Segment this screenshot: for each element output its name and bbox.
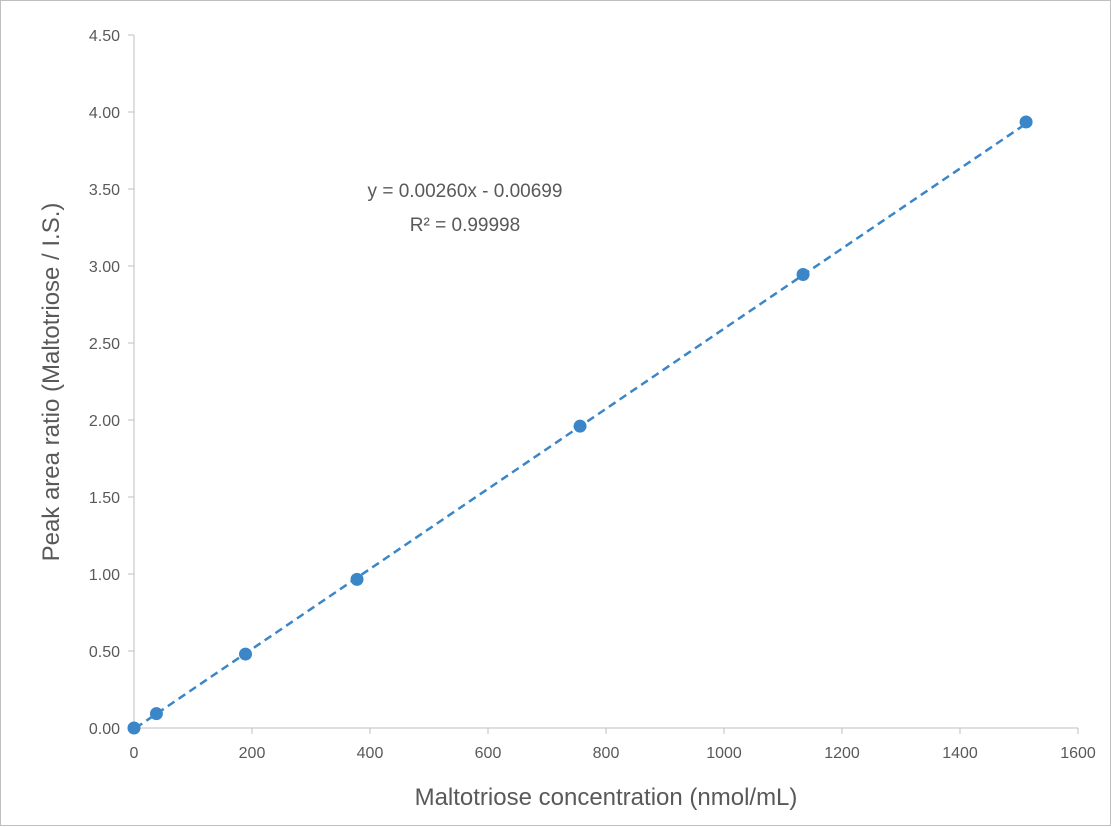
axes [128,34,1079,734]
y-axis-title: Peak area ratio (Maltotriose / I.S.) [38,203,65,562]
data-point [239,647,253,661]
x-tick-label: 200 [239,745,266,762]
y-tick-label: 1.50 [89,490,120,507]
y-tick-label: 0.00 [89,721,120,738]
x-tick-label: 800 [593,745,620,762]
data-point [1019,115,1033,129]
y-tick-label: 0.50 [89,644,120,661]
trendline-equation: y = 0.00260x - 0.00699 [368,181,563,202]
data-points [127,115,1033,735]
y-tick-label: 4.00 [89,105,120,122]
trendline-r-squared: R² = 0.99998 [410,215,520,236]
data-point [350,572,364,586]
x-tick-label: 0 [130,745,139,762]
data-point [573,419,587,433]
data-point [127,721,141,735]
x-tick-label: 1000 [706,745,742,762]
x-tick-label: 600 [475,745,502,762]
y-tick-label: 4.50 [89,28,120,45]
y-tick-label: 3.00 [89,259,120,276]
y-tick-label: 3.50 [89,182,120,199]
y-tick-label: 2.00 [89,413,120,430]
data-point [796,267,810,281]
tick-labels: 0.00 0.50 1.00 1.50 2.00 2.50 3.00 3.50 4.00 4.50… [89,28,1096,762]
x-axis-title: Maltotriose concentration (nmol/mL) [415,784,798,811]
x-tick-label: 400 [357,745,384,762]
data-point [149,707,163,721]
x-tick-label: 1600 [1060,745,1096,762]
x-tick-label: 1400 [942,745,978,762]
x-tick-label: 1200 [824,745,860,762]
y-tick-label: 2.50 [89,336,120,353]
y-tick-label: 1.00 [89,567,120,584]
